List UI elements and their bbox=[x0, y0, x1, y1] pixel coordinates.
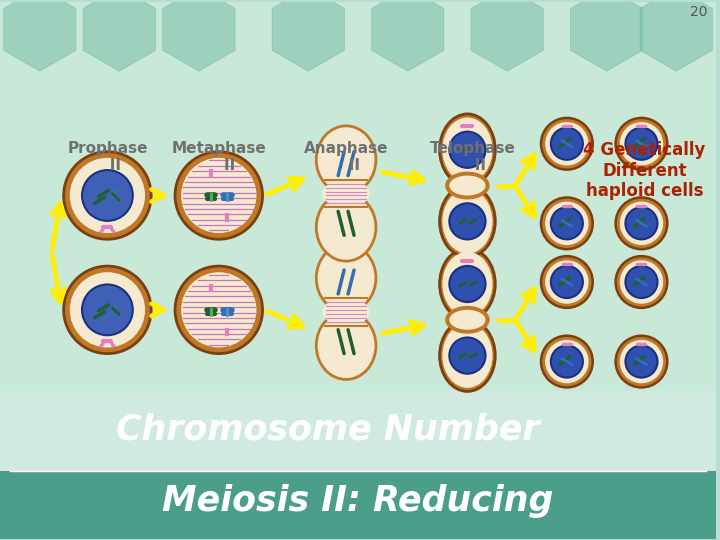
Circle shape bbox=[82, 285, 132, 335]
Circle shape bbox=[616, 256, 667, 308]
Circle shape bbox=[620, 122, 663, 165]
Text: Meiosis II: Reducing: Meiosis II: Reducing bbox=[162, 484, 554, 518]
Circle shape bbox=[626, 346, 657, 377]
Circle shape bbox=[620, 340, 663, 383]
Circle shape bbox=[545, 122, 588, 165]
Text: 20: 20 bbox=[690, 5, 708, 19]
Circle shape bbox=[70, 158, 145, 233]
Circle shape bbox=[70, 272, 145, 347]
Circle shape bbox=[181, 158, 256, 233]
Text: Metaphase
    II: Metaphase II bbox=[171, 141, 266, 173]
Circle shape bbox=[541, 118, 593, 170]
Circle shape bbox=[616, 198, 667, 249]
Circle shape bbox=[541, 198, 593, 249]
Circle shape bbox=[449, 338, 485, 374]
Ellipse shape bbox=[442, 252, 492, 316]
Ellipse shape bbox=[440, 248, 495, 320]
Text: Chromosome Number: Chromosome Number bbox=[117, 412, 540, 446]
Circle shape bbox=[63, 266, 151, 354]
FancyBboxPatch shape bbox=[0, 2, 716, 392]
Ellipse shape bbox=[449, 310, 485, 330]
Ellipse shape bbox=[440, 186, 495, 257]
Ellipse shape bbox=[316, 193, 376, 261]
Ellipse shape bbox=[442, 189, 492, 254]
Circle shape bbox=[626, 128, 657, 160]
Circle shape bbox=[449, 266, 485, 302]
Circle shape bbox=[541, 256, 593, 308]
Ellipse shape bbox=[323, 298, 370, 326]
Text: 4 Genetically
Different
haploid cells: 4 Genetically Different haploid cells bbox=[583, 141, 706, 200]
Ellipse shape bbox=[445, 172, 490, 199]
Circle shape bbox=[449, 203, 485, 239]
Circle shape bbox=[626, 207, 657, 239]
Circle shape bbox=[545, 340, 588, 383]
Circle shape bbox=[620, 201, 663, 245]
Circle shape bbox=[545, 201, 588, 245]
Circle shape bbox=[175, 152, 263, 239]
Ellipse shape bbox=[442, 323, 492, 388]
Ellipse shape bbox=[440, 114, 495, 186]
FancyBboxPatch shape bbox=[0, 389, 716, 471]
Ellipse shape bbox=[316, 244, 376, 312]
Ellipse shape bbox=[323, 180, 370, 207]
Circle shape bbox=[82, 170, 132, 221]
Circle shape bbox=[626, 266, 657, 298]
Ellipse shape bbox=[442, 118, 492, 182]
Circle shape bbox=[551, 346, 583, 377]
Ellipse shape bbox=[445, 306, 490, 334]
Ellipse shape bbox=[316, 312, 376, 380]
Ellipse shape bbox=[316, 126, 376, 193]
Circle shape bbox=[541, 336, 593, 387]
Circle shape bbox=[551, 128, 583, 160]
Circle shape bbox=[175, 266, 263, 354]
Circle shape bbox=[551, 207, 583, 239]
Circle shape bbox=[616, 118, 667, 170]
Circle shape bbox=[545, 260, 588, 303]
Circle shape bbox=[449, 132, 485, 168]
Circle shape bbox=[616, 336, 667, 387]
Circle shape bbox=[63, 152, 151, 239]
Text: Prophase
   II: Prophase II bbox=[67, 141, 148, 173]
Text: Telophase
   II: Telophase II bbox=[429, 141, 516, 173]
Circle shape bbox=[181, 272, 256, 347]
Circle shape bbox=[620, 260, 663, 303]
Circle shape bbox=[551, 266, 583, 298]
Ellipse shape bbox=[440, 320, 495, 392]
FancyBboxPatch shape bbox=[0, 469, 716, 538]
Text: Anaphase
   II: Anaphase II bbox=[304, 141, 388, 173]
Ellipse shape bbox=[449, 176, 485, 195]
